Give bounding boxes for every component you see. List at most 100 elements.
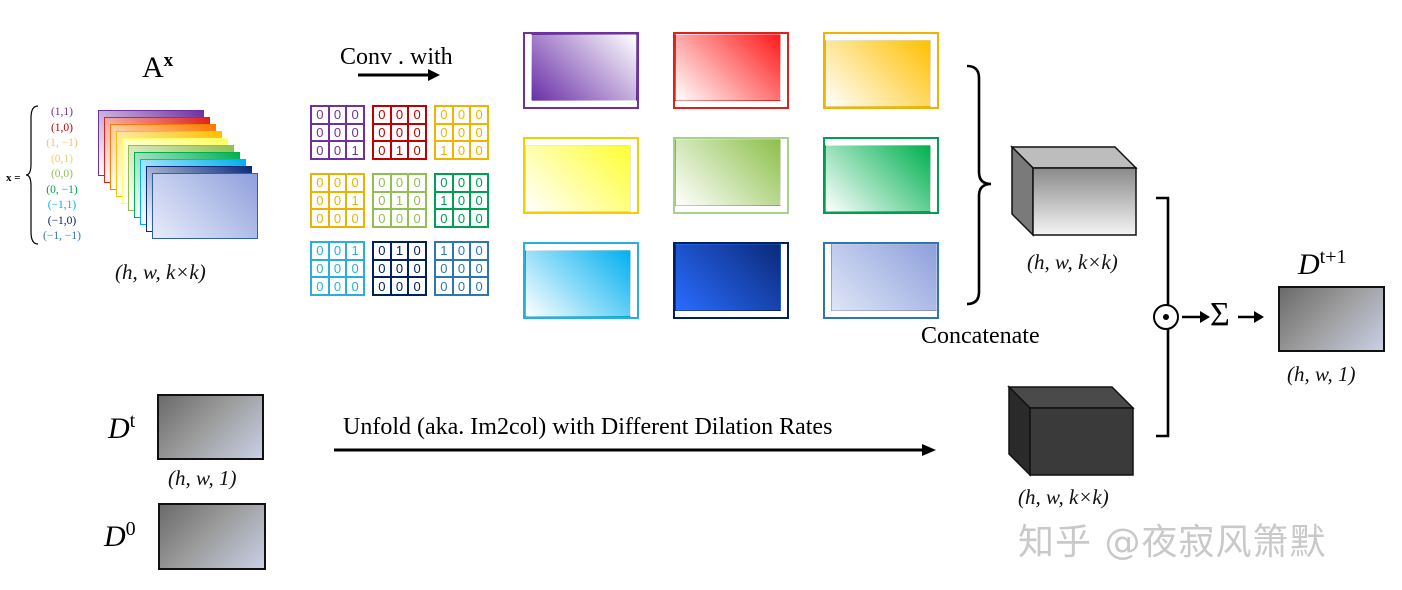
kernel-cell: 0 bbox=[311, 141, 329, 159]
kernel-cell: 0 bbox=[408, 174, 426, 192]
kernel-cell: 0 bbox=[408, 277, 426, 295]
shifted-feature-fill bbox=[675, 139, 781, 206]
ax-dim: (h, w, k×k) bbox=[115, 260, 206, 284]
out-label-letter: D bbox=[1298, 248, 1320, 281]
kernel-cell: 0 bbox=[470, 106, 488, 124]
conv-label: Conv . with bbox=[340, 44, 453, 70]
dt-label-sup: t bbox=[129, 410, 136, 432]
kernel-cell: 0 bbox=[408, 123, 426, 142]
kernel-cell: 0 bbox=[452, 259, 471, 278]
kernel-cell: 0 bbox=[373, 106, 391, 124]
kernel-cell: 0 bbox=[346, 174, 364, 192]
cube-top bbox=[1010, 145, 1138, 237]
kernel-cell: 0 bbox=[311, 209, 329, 227]
offset-list: (1,1) (1,0) (1, −1) (0,1) (0,0) (0, −1) (−1,1)… bbox=[34, 105, 90, 245]
kernel-cell: 0 bbox=[435, 174, 453, 192]
dt-label-letter: D bbox=[108, 412, 130, 445]
kernel-cell: 0 bbox=[452, 242, 471, 260]
d0-label: D0 bbox=[104, 518, 136, 554]
kernel-cell: 0 bbox=[373, 123, 391, 142]
cube-bottom-dim: (h, w, k×k) bbox=[1018, 485, 1109, 509]
kernel-cell: 0 bbox=[470, 141, 488, 159]
shifted-feature-map bbox=[523, 32, 639, 109]
offset-item: (−1,1) bbox=[47, 199, 77, 211]
kernel-cell: 0 bbox=[373, 141, 391, 159]
kernel-cell: 1 bbox=[346, 242, 364, 260]
shifted-feature-fill bbox=[675, 244, 781, 311]
shifted-maps bbox=[523, 32, 947, 324]
kernel-cell: 1 bbox=[390, 141, 409, 159]
kernel-cell: 0 bbox=[390, 209, 409, 227]
kernel-cell: 0 bbox=[328, 191, 347, 210]
offset-brace bbox=[26, 105, 39, 245]
kernel-cell: 0 bbox=[346, 209, 364, 227]
kernel-cell: 0 bbox=[452, 106, 471, 124]
kernel-cell: 0 bbox=[311, 259, 329, 278]
conv-arrow bbox=[358, 69, 440, 81]
shifted-feature-fill bbox=[675, 34, 781, 101]
kernel-cell: 0 bbox=[470, 123, 488, 142]
kernel-cell: 0 bbox=[452, 277, 471, 295]
kernel-cell: 0 bbox=[408, 106, 426, 124]
kernel-cell: 0 bbox=[328, 277, 347, 295]
kernel-cell: 0 bbox=[328, 106, 347, 124]
offset-item: (1,1) bbox=[50, 106, 74, 118]
kernel-cell: 0 bbox=[311, 106, 329, 124]
kernel-cell: 0 bbox=[390, 174, 409, 192]
kernel-cell: 0 bbox=[470, 242, 488, 260]
kernel-cell: 0 bbox=[470, 277, 488, 295]
kernel-cell: 0 bbox=[470, 259, 488, 278]
kernel-cell: 0 bbox=[346, 259, 364, 278]
shifted-feature-map bbox=[823, 32, 939, 109]
kernel-cell: 0 bbox=[470, 191, 488, 210]
kernel-cell: 0 bbox=[452, 191, 471, 210]
shifted-feature-map bbox=[523, 242, 639, 319]
offset-item: (−1,0) bbox=[47, 214, 77, 227]
kernel-cell: 0 bbox=[328, 123, 347, 142]
cube-bottom bbox=[1007, 385, 1135, 477]
dt-image bbox=[157, 394, 264, 460]
watermark: 知乎 @夜寂风箫默 bbox=[1018, 522, 1327, 563]
kernel-cell: 0 bbox=[435, 209, 453, 227]
kernel-cell: 0 bbox=[373, 277, 391, 295]
ax-title: Ax bbox=[142, 50, 173, 85]
dt-label: Dt bbox=[108, 410, 135, 446]
shifted-feature-fill bbox=[525, 250, 631, 317]
out-label: Dt+1 bbox=[1298, 246, 1347, 282]
kernel-cell: 0 bbox=[328, 174, 347, 192]
kernel-cell: 0 bbox=[408, 191, 426, 210]
kernel-cell: 0 bbox=[346, 123, 364, 142]
dt-dim: (h, w, 1) bbox=[168, 466, 237, 490]
offset-item: (0,1) bbox=[50, 152, 74, 165]
d0-label-letter: D bbox=[104, 520, 126, 553]
shifted-feature-map bbox=[523, 137, 639, 214]
kernel-cell: 1 bbox=[346, 141, 364, 159]
kernel-cell: 0 bbox=[311, 277, 329, 295]
kernel-cell: 0 bbox=[452, 174, 471, 192]
shifted-feature-fill bbox=[525, 145, 631, 212]
kernel-cell: 1 bbox=[435, 191, 453, 210]
shifted-feature-map bbox=[673, 32, 789, 109]
kernel-cell: 0 bbox=[452, 141, 471, 159]
kernel-cell: 0 bbox=[435, 259, 453, 278]
kernel-cell: 0 bbox=[452, 123, 471, 142]
kernel-cell: 0 bbox=[311, 174, 329, 192]
shifted-feature-fill bbox=[531, 34, 637, 101]
offset-item: (−1, −1) bbox=[43, 230, 81, 242]
kernel-cell: 0 bbox=[435, 106, 453, 124]
shifted-feature-fill bbox=[825, 145, 931, 212]
kernel-cell: 0 bbox=[328, 242, 347, 260]
kernel-cell: 0 bbox=[346, 277, 364, 295]
offset-item: (0, −1) bbox=[46, 183, 78, 196]
kernel-cell: 0 bbox=[470, 174, 488, 192]
x-equals-label: x = bbox=[6, 172, 21, 184]
shifted-feature-map bbox=[673, 242, 789, 319]
kernel-cell: 0 bbox=[390, 123, 409, 142]
